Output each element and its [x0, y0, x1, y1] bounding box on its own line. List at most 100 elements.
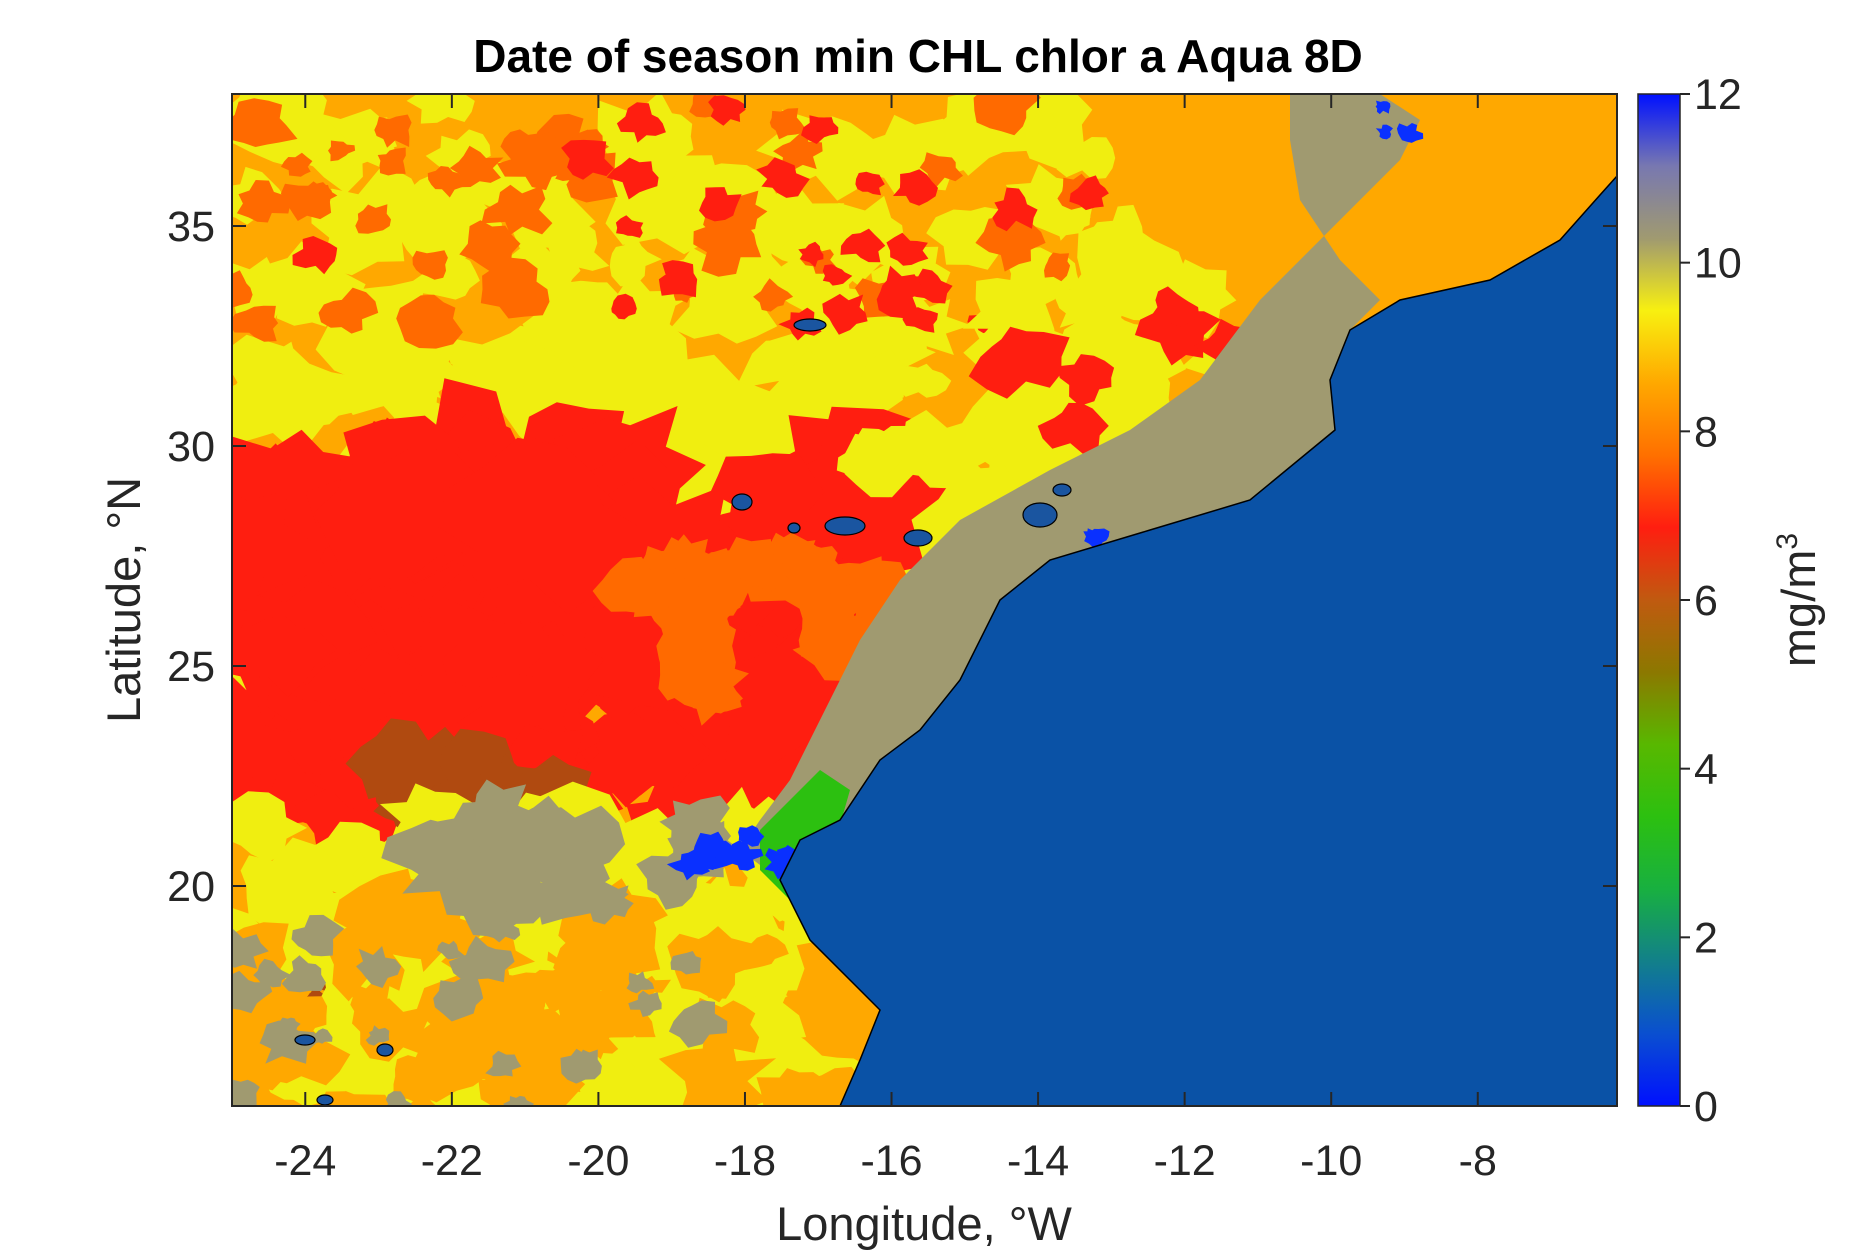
- x-tick-label: -18: [714, 1137, 776, 1185]
- field-patch-dark-orange: [592, 556, 670, 618]
- field-patch-red: [1069, 175, 1109, 211]
- field-patch-gray: [311, 1028, 333, 1044]
- field-patch-brown: [492, 755, 595, 834]
- field-patch-red: [992, 187, 1038, 232]
- field-patch-dark-orange: [377, 147, 406, 176]
- field-patch-gray: [570, 1049, 597, 1070]
- field-patch-dark-orange: [280, 182, 332, 221]
- colorbar-ticks: 0 2 4 6 8 10 12: [1680, 71, 1742, 1131]
- coastal-gray-band: [740, 94, 1420, 880]
- field-patch-yellow: [232, 791, 308, 863]
- field-patch-red: [606, 157, 659, 200]
- field-patch-dark-orange: [280, 152, 313, 177]
- field-patch-dark-orange: [412, 250, 448, 280]
- field-patch-gray: [365, 1025, 390, 1046]
- field-patch-gray: [232, 1079, 260, 1106]
- field-patch-dark-orange: [481, 184, 553, 235]
- field-patch-orange: [405, 1019, 502, 1103]
- field-patch-gray: [534, 867, 629, 925]
- field-patch-gray: [670, 951, 702, 975]
- island: [731, 493, 753, 511]
- field-patch-dark-orange: [693, 219, 762, 277]
- field-patch-yellow: [240, 837, 337, 936]
- field-patch-dark-orange: [449, 145, 504, 188]
- field-patch-yellow: [1056, 137, 1116, 180]
- field-patch-gray: [628, 990, 662, 1017]
- field-patch-gray: [668, 1000, 728, 1048]
- colorbar-tick-label: 6: [1694, 577, 1718, 625]
- colorbar-label: mg/m3: [1771, 533, 1825, 667]
- field-patch-dark-orange: [744, 532, 862, 620]
- field-patch-orange: [756, 1068, 832, 1106]
- colorbar-tick-label: 0: [1694, 1083, 1718, 1131]
- field-patch-yellow: [406, 94, 475, 124]
- colorbar-label-exponent: 3: [1771, 533, 1804, 550]
- field-patch-red: [292, 236, 338, 275]
- island: [316, 1094, 334, 1106]
- x-axis: -24 -22 -20 -18 -16 -14 -12 -10 -8: [274, 94, 1497, 1185]
- field-patch-dark-orange: [773, 128, 823, 170]
- field-patch-red: [232, 700, 307, 780]
- field-patch-red: [314, 446, 487, 580]
- x-tick-label: -8: [1459, 1137, 1497, 1185]
- field-patch-blue: [1087, 528, 1105, 548]
- field-patch-blue: [1396, 123, 1424, 143]
- field-patch-yellow: [232, 330, 385, 442]
- field-patch-dark-orange: [919, 152, 963, 188]
- field-patch-red: [902, 307, 938, 333]
- field-patch-dark-orange: [668, 580, 739, 643]
- x-tick-label: -22: [421, 1137, 483, 1185]
- field-patch-red: [232, 490, 321, 615]
- island: [294, 1034, 316, 1046]
- island: [787, 522, 801, 534]
- field-patch-orange: [658, 1032, 777, 1106]
- field-patch-orange: [667, 926, 755, 1003]
- field-patch-dark-orange: [318, 287, 379, 334]
- field-patch-red: [615, 215, 644, 238]
- field-patch-dark-orange: [769, 108, 808, 140]
- field-patch-dark-orange: [658, 644, 724, 701]
- field-patch-red: [876, 265, 924, 319]
- field-patch-gray: [232, 970, 273, 1014]
- field-patch-brown: [345, 718, 448, 800]
- field-patch-red: [1057, 354, 1115, 406]
- field-patch-orange: [738, 934, 789, 970]
- field-patch-red: [840, 228, 886, 263]
- chart-title: Date of season min CHL chlor a Aqua 8D: [473, 30, 1363, 82]
- field-patch-red: [658, 260, 698, 298]
- field-patch-gray: [447, 833, 543, 915]
- field-patch-gray: [385, 1091, 412, 1106]
- field-patch-yellow: [1093, 332, 1187, 413]
- island: [1052, 483, 1072, 497]
- field-patch-red: [611, 293, 637, 320]
- field-patch-yellow: [836, 428, 905, 480]
- island: [903, 529, 933, 547]
- field-patch-blue: [692, 831, 729, 858]
- field-patch-red: [1037, 402, 1109, 455]
- field-patch-red: [577, 710, 713, 808]
- field-patch-blue: [738, 825, 765, 847]
- field-patch-gray: [590, 883, 634, 925]
- x-tick-label: -12: [1154, 1137, 1216, 1185]
- field-patch-dark-orange: [374, 114, 412, 148]
- x-tick-label: -10: [1300, 1137, 1362, 1185]
- field-patch-red: [232, 615, 338, 697]
- colorbar-label-base: mg/m: [1772, 550, 1825, 668]
- ocean-area: [779, 94, 1617, 1106]
- field-patch-dark-orange: [703, 190, 768, 236]
- island: [1022, 502, 1058, 528]
- y-axis-label: Latitude, °N: [97, 477, 150, 723]
- field-patch-red: [708, 95, 746, 126]
- y-tick-label: 25: [167, 643, 215, 691]
- field-patch-dark-orange: [753, 278, 794, 312]
- y-tick-label: 20: [167, 863, 215, 911]
- field-patch-gray: [281, 955, 326, 993]
- y-axis: 20 25 30 35: [167, 203, 1617, 911]
- field-patch-red: [822, 293, 868, 335]
- x-tick-label: -14: [1007, 1137, 1069, 1185]
- field-patch-dark-orange: [396, 294, 463, 349]
- field-patch-red: [801, 115, 839, 144]
- field-patch-gray: [291, 914, 345, 957]
- colorbar-tick-label: 10: [1694, 240, 1742, 288]
- y-tick-label: 35: [167, 203, 215, 251]
